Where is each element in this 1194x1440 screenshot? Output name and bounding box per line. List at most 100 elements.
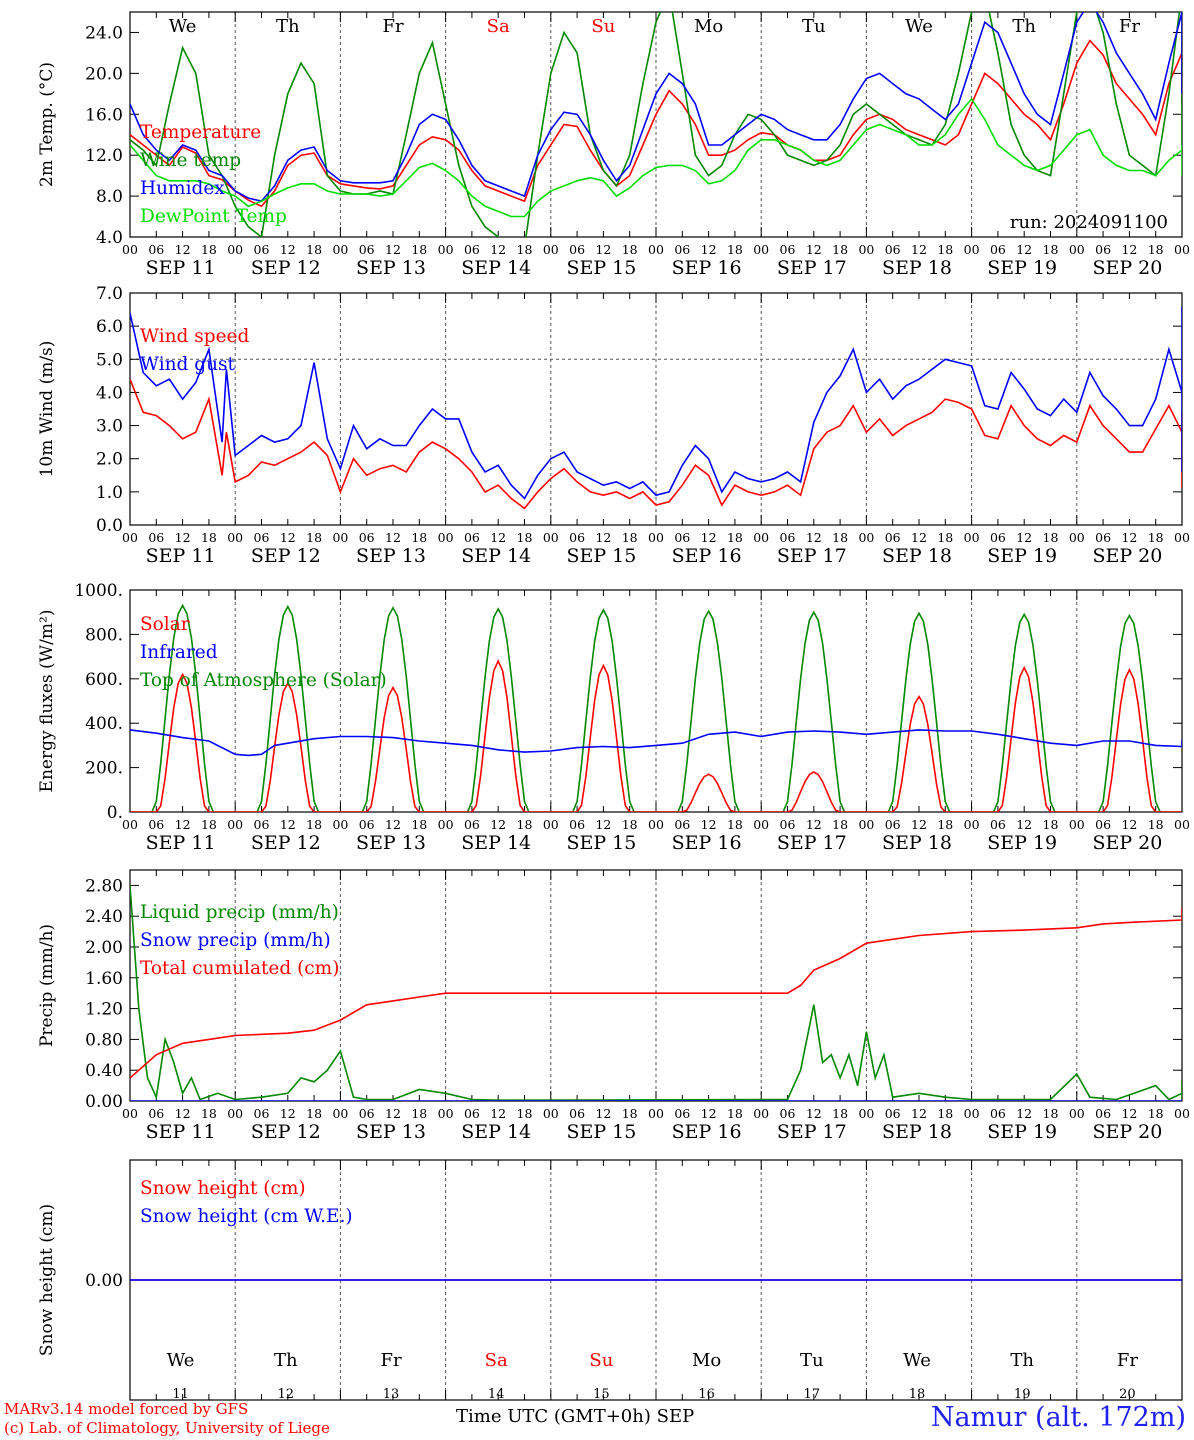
day-number-label: 12	[278, 1387, 295, 1402]
hour-tick-label: 18	[411, 817, 427, 832]
y-tick-label: 24.0	[85, 23, 123, 43]
date-label: SEP 13	[356, 257, 426, 279]
legend-entry: Humidex	[140, 178, 225, 199]
hour-tick-label: 06	[254, 1106, 270, 1121]
hour-tick-label: 12	[701, 1106, 717, 1121]
hour-tick-label: 12	[806, 242, 822, 257]
hour-tick-label: 18	[411, 1106, 427, 1121]
date-label: SEP 17	[777, 257, 847, 279]
hour-tick-label: 12	[806, 817, 822, 832]
hour-tick-label: 18	[622, 1106, 638, 1121]
x-axis-title: Time UTC (GMT+0h) SEP	[456, 1406, 694, 1427]
date-label: SEP 15	[566, 832, 636, 854]
date-label: SEP 13	[356, 545, 426, 567]
legend-entry: Wind speed	[140, 326, 249, 347]
infrared-line	[130, 729, 1182, 757]
hour-tick-label: 18	[306, 530, 322, 545]
hour-tick-label: 06	[464, 1106, 480, 1121]
run-label: run: 2024091100	[1010, 212, 1168, 233]
y-tick-label: 2.40	[85, 907, 123, 927]
date-label: SEP 14	[461, 545, 531, 567]
date-label: SEP 14	[461, 257, 531, 279]
hour-tick-label: 18	[937, 530, 953, 545]
hour-tick-label: 12	[1016, 242, 1032, 257]
hour-tick-label: 00	[753, 530, 769, 545]
hour-tick-label: 18	[306, 817, 322, 832]
series-line-dewpoint-temp	[130, 97, 1182, 218]
y-tick-label: 4.0	[96, 383, 123, 403]
hour-tick-label: 06	[148, 817, 164, 832]
hour-tick-label: 12	[595, 242, 611, 257]
hour-tick-label: 06	[569, 1106, 585, 1121]
y-tick-label: 1.0	[96, 483, 123, 503]
hour-tick-label: 06	[464, 242, 480, 257]
hour-tick-label: 00	[438, 1106, 454, 1121]
weekday-label-top: Th	[1012, 16, 1036, 37]
hour-tick-label: 00	[648, 817, 664, 832]
hour-tick-label: 18	[1043, 1106, 1059, 1121]
day-number-label: 17	[804, 1387, 821, 1402]
hour-tick-label: 00	[858, 530, 874, 545]
weekday-label-top: We	[905, 16, 933, 37]
hour-tick-label: 12	[1121, 530, 1137, 545]
day-number-label: 16	[698, 1387, 715, 1402]
date-label: SEP 12	[251, 1121, 321, 1143]
credit-line-2: (c) Lab. of Climatology, University of L…	[4, 1419, 330, 1437]
series-line-humidex	[130, 12, 1182, 203]
hour-tick-label: 18	[1148, 1106, 1164, 1121]
hour-tick-label: 12	[701, 530, 717, 545]
weekday-label-top: Fr	[1119, 16, 1140, 37]
hour-tick-label: 00	[438, 242, 454, 257]
hour-tick-label: 12	[1121, 242, 1137, 257]
weekday-label-top: We	[169, 16, 197, 37]
hour-tick-label: 06	[1095, 1106, 1111, 1121]
hour-tick-label: 06	[674, 530, 690, 545]
weekday-label-top: Sa	[487, 16, 510, 37]
legend-entry: Snow precip (mm/h)	[140, 930, 331, 951]
y-tick-label: 1.20	[85, 1000, 123, 1020]
hour-tick-label: 00	[1174, 242, 1190, 257]
y-tick-label: 8.0	[96, 187, 123, 207]
hour-tick-label: 00	[543, 817, 559, 832]
date-label: SEP 12	[251, 545, 321, 567]
date-label: SEP 19	[987, 832, 1057, 854]
hour-tick-label: 00	[964, 530, 980, 545]
date-label: SEP 20	[1092, 1121, 1162, 1143]
hour-tick-label: 18	[517, 817, 533, 832]
hour-tick-label: 06	[464, 530, 480, 545]
y-tick-label: 20.0	[85, 64, 123, 84]
weekday-label-top: Fr	[382, 16, 403, 37]
y-tick-label: 0.	[107, 803, 123, 823]
legend-entry: Snow height (cm)	[140, 1178, 306, 1199]
hour-tick-label: 06	[254, 242, 270, 257]
legend-entry: Wine temp	[140, 150, 241, 171]
hour-tick-label: 18	[201, 817, 217, 832]
hour-tick-label: 00	[438, 530, 454, 545]
panel-4: 00 06 12 18 00 06 12 18 00 06 12 18 00 06 12 18 00 06 12 18…	[37, 869, 1190, 1143]
date-label: SEP 14	[461, 832, 531, 854]
hour-tick-label: 12	[701, 817, 717, 832]
hour-tick-label: 18	[622, 817, 638, 832]
weekday-label-bottom: Tu	[800, 1350, 824, 1371]
weekday-label-top: Tu	[802, 16, 826, 37]
hour-tick-label: 00	[543, 242, 559, 257]
hour-tick-label: 18	[937, 242, 953, 257]
hour-tick-label: 00	[753, 242, 769, 257]
y-tick-label: 600.	[85, 670, 123, 690]
hour-tick-label: 12	[280, 817, 296, 832]
hour-tick-label: 12	[911, 1106, 927, 1121]
y-tick-label: 0.80	[85, 1030, 123, 1050]
hour-tick-label: 06	[464, 817, 480, 832]
legend-entry: Liquid precip (mm/h)	[140, 902, 339, 923]
hour-tick-label: 00	[543, 1106, 559, 1121]
hour-tick-label: 00	[964, 242, 980, 257]
y-axis-label: Precip (mm/h)	[37, 924, 57, 1047]
credits: MARv3.14 model forced by GFS (c) Lab. of…	[4, 1400, 330, 1438]
hour-tick-label: 00	[332, 530, 348, 545]
hour-tick-label: 06	[885, 242, 901, 257]
y-tick-label: 2.0	[96, 450, 123, 470]
y-tick-label: 200.	[85, 759, 123, 779]
hour-tick-label: 00	[858, 817, 874, 832]
hour-tick-label: 18	[306, 1106, 322, 1121]
hour-tick-label: 18	[517, 242, 533, 257]
